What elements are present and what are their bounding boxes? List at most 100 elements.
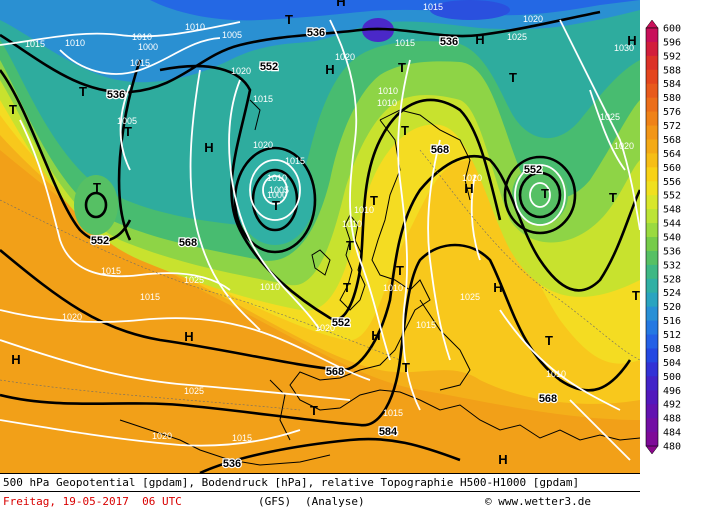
run-type: (Analyse): [305, 495, 365, 508]
legend-swatch: [646, 334, 658, 349]
isobar-label: 1010: [378, 86, 398, 96]
legend-swatch: [646, 167, 658, 182]
legend-tick-label: 592: [663, 51, 681, 62]
pressure-center-low: T: [79, 84, 87, 99]
pressure-center-low: T: [272, 198, 280, 213]
pressure-center-high: H: [325, 62, 334, 77]
isobar-label: 1005: [117, 116, 137, 126]
pressure-center-low: T: [632, 288, 640, 303]
isobar-label: 1020: [315, 323, 335, 333]
isobar-label: 1020: [62, 312, 82, 322]
legend-swatch: [646, 418, 658, 433]
isobar-label: 1015: [285, 156, 305, 166]
pressure-center-low: T: [398, 60, 406, 75]
legend-swatch: [646, 362, 658, 377]
isobar-label: 1005: [222, 30, 242, 40]
isobar-label: 1010: [377, 98, 397, 108]
isobar-label: 1010: [383, 283, 403, 293]
legend-tick-label: 556: [663, 177, 681, 188]
geopotential-labels: 536 536 552 536 552 568 552 568 584 568 …: [90, 26, 559, 471]
legend-tick-label: 504: [663, 358, 681, 369]
legend-arrow-up: [645, 19, 659, 29]
geopotential-label: 568: [431, 144, 449, 156]
geopotential-label: 536: [307, 27, 325, 39]
legend-swatch: [646, 125, 658, 140]
legend-tick-label: 564: [663, 149, 681, 160]
isobar-label: 1030: [614, 43, 634, 53]
pressure-center-high: H: [184, 329, 193, 344]
isobar-label: 1005: [269, 185, 289, 195]
isobar-label: 1020: [152, 431, 172, 441]
model-name: (GFS): [258, 495, 292, 508]
legend-tick-label: 572: [663, 121, 681, 132]
pressure-center-low: T: [402, 360, 410, 375]
legend-swatch: [646, 195, 658, 210]
legend-tick-label: 576: [663, 107, 681, 118]
geopotential-label: 568: [539, 393, 557, 405]
legend-swatch: [646, 181, 658, 196]
pressure-center-high: H: [336, 0, 345, 9]
isobar-label: 1000: [138, 42, 158, 52]
isobar-label: 1020: [335, 52, 355, 62]
isobar-label: 1015: [416, 320, 436, 330]
legend-tick-label: 480: [663, 442, 681, 453]
pressure-center-low: T: [346, 238, 354, 253]
pressure-center-low: T: [545, 333, 553, 348]
geopotential-label: 568: [326, 366, 344, 378]
legend-swatch: [646, 69, 658, 85]
legend-tick-label: 528: [663, 274, 681, 285]
legend-tick-label: 540: [663, 233, 681, 244]
legend-tick-label: 548: [663, 205, 681, 216]
legend-tick-label: 544: [663, 219, 681, 230]
legend-swatch: [646, 264, 658, 280]
isobar-label: 1025: [184, 386, 204, 396]
legend-tick-label: 512: [663, 330, 681, 341]
geopotential-label: 552: [260, 61, 278, 73]
isobar-label: 1025: [184, 275, 204, 285]
legend-tick-label: 588: [663, 65, 681, 76]
isobar-label: 1010: [342, 219, 362, 229]
isobar-label: 1020: [462, 173, 482, 183]
thickness-contours: [0, 149, 640, 411]
isobar-label: 1015: [395, 38, 415, 48]
legend-tick-label: 488: [663, 414, 681, 425]
field-low-iceland: [74, 175, 118, 235]
isobar-contours: [0, 19, 640, 461]
isobar-label: 1000: [267, 190, 287, 200]
field-band-512: [150, 0, 640, 21]
pressure-center-low: T: [124, 124, 132, 139]
pressure-center-low: T: [310, 403, 318, 418]
pressure-center-high: H: [464, 181, 473, 196]
legend-tick-label: 596: [663, 37, 681, 48]
isobar-labels: 1010 1010 1015 1005 1000 1010 1015 1020 …: [25, 2, 634, 443]
isobar-label: 1015: [25, 39, 45, 49]
legend-swatch: [646, 404, 658, 419]
legend-swatch: [646, 41, 658, 57]
legend-swatch: [646, 97, 658, 113]
legend-swatch: [646, 278, 658, 294]
map-footer: 500 hPa Geopotential [gpdam], Bodendruck…: [0, 473, 640, 514]
geopotential-label: 584: [379, 426, 398, 438]
isobar-label: 1015: [101, 266, 121, 276]
legend-arrow-down: [645, 445, 659, 455]
legend-swatch: [646, 28, 658, 43]
pressure-center-low: T: [370, 193, 378, 208]
isobar-label: 1015: [140, 292, 160, 302]
pressure-center-low: T: [285, 12, 293, 27]
pressure-center-low: T: [343, 280, 351, 295]
isobar-label: 1020: [253, 140, 273, 150]
field-low-ireland: [235, 145, 315, 245]
legend-swatch: [646, 83, 658, 99]
credit-link[interactable]: © www.wetter3.de: [485, 495, 591, 508]
legend-frame: [645, 27, 659, 447]
legend-tick-label: 496: [663, 386, 681, 397]
legend-tick-label: 536: [663, 246, 681, 257]
legend-tick-label: 520: [663, 302, 681, 313]
isobar-label: 1010: [132, 32, 152, 42]
isobar-label: 1010: [185, 22, 205, 32]
isobar-label: 1010: [65, 38, 85, 48]
legend-swatch: [646, 111, 658, 127]
legend-swatch: [646, 139, 658, 154]
isobar-label: 1025: [600, 112, 620, 122]
isobar-label: 1020: [231, 66, 251, 76]
